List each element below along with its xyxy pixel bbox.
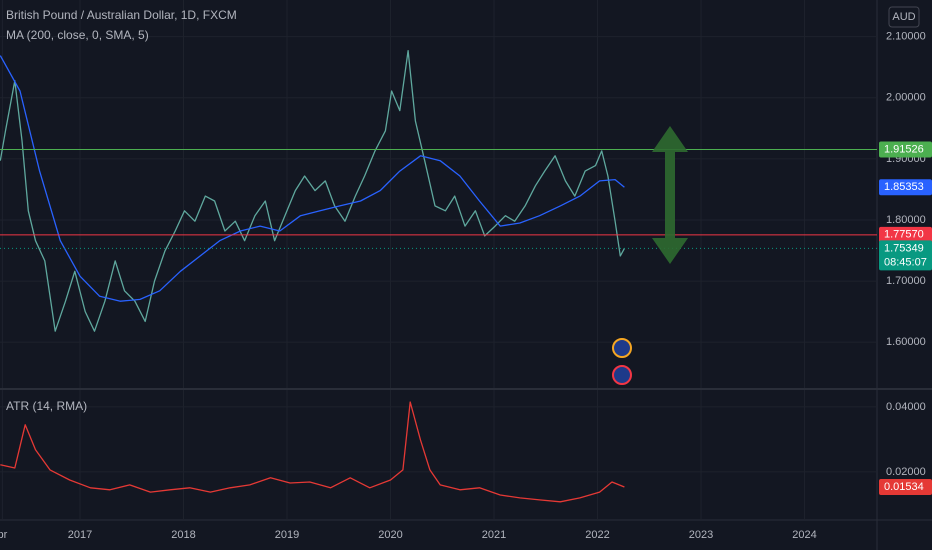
currency-button[interactable] [888,6,920,28]
arrow-head-down [652,238,688,264]
arrow-shaft [665,146,675,250]
grid [0,0,877,520]
price-badge-label: 1.91526 [884,143,924,155]
arrow-annotation [652,126,688,264]
series-line [0,401,625,503]
arrow-head-up [652,126,688,152]
price-badge [879,479,932,496]
price-badge-label: 1.77570 [884,229,924,241]
price-badge [879,141,932,158]
price-badge [879,179,932,196]
y-tick-label: 2.10000 [886,31,926,43]
price-badge-label: 1.85353 [884,181,924,193]
x-tick-label: 2018 [171,529,195,541]
atr-label: ATR (14, RMA) [6,399,87,413]
y-tick-label: 1.70000 [886,275,926,287]
x-tick-label: 2022 [585,529,609,541]
y-tick-label: 1.60000 [886,336,926,348]
series-line [0,55,625,302]
y-tick-label: 0.02000 [886,466,926,478]
x-tick-label: 2017 [68,529,92,541]
y-tick-label: 2.00000 [886,92,926,104]
series-line [0,50,625,332]
au-event-icon [612,338,632,358]
x-tick-label: 2020 [378,529,402,541]
price-badge-label: 0.01534 [884,481,924,493]
x-tick-label: 2023 [689,529,713,541]
event-icons [612,338,632,385]
x-tick-label: 2019 [275,529,299,541]
price-badge [879,226,932,243]
uk-event-icon [612,365,632,385]
countdown-label: 08:45:07 [884,256,927,268]
chart-title: British Pound / Australian Dollar, 1D, F… [6,8,237,22]
price-badge-label: 1.75349 [884,242,924,254]
labels: 1.600001.700001.800001.900002.000002.100… [0,31,932,541]
currency-label[interactable]: AUD [892,11,915,23]
x-tick-label: 2024 [792,529,816,541]
y-tick-label: 1.80000 [886,214,926,226]
x-tick-label: pr [0,529,8,541]
y-tick-label: 0.04000 [886,401,926,413]
x-tick-label: 2021 [482,529,506,541]
price-badge [879,240,932,271]
marks [0,50,877,503]
indicator-label: MA (200, close, 0, SMA, 5) [6,28,149,42]
